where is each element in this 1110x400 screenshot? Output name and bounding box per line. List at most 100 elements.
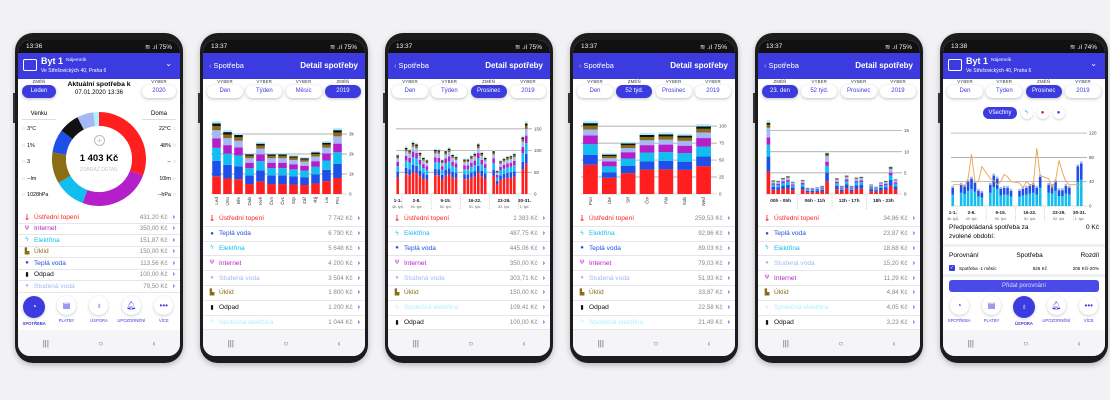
selector-button[interactable]: Den	[207, 85, 243, 98]
back-icon[interactable]: ‹	[152, 338, 156, 348]
tab-piggy-bank[interactable]: ♁ ÚSPORA	[1009, 296, 1039, 330]
recent-apps-icon[interactable]: |||	[227, 338, 234, 348]
home-icon[interactable]: ○	[838, 338, 844, 348]
list-item[interactable]: ▮ Odpad 1 200 Kč ›	[203, 301, 365, 316]
list-item[interactable]: ▮ Odpad 100,00 Kč ›	[388, 316, 550, 331]
home-icon[interactable]: ○	[1023, 338, 1029, 348]
chevron-down-icon[interactable]: ⌄	[1090, 59, 1097, 68]
list-item[interactable]: ϟ Elektřina 18,68 Kč ›	[758, 242, 920, 257]
recent-apps-icon[interactable]: |||	[42, 338, 49, 348]
selector-button[interactable]: Týden	[431, 85, 468, 98]
list-item[interactable]: ϟ Elektřina 487,75 Kč ›	[388, 227, 550, 242]
selector-button[interactable]: Prosinec	[470, 85, 507, 98]
home-icon[interactable]: ○	[468, 338, 474, 348]
list-item[interactable]: ▙ Úklid 4,84 Kč ›	[758, 286, 920, 301]
list-item[interactable]: Ψ Internet 79,03 Kč ›	[573, 256, 735, 272]
selector-button[interactable]: 2019	[509, 85, 546, 98]
list-item[interactable]: Ψ Internet 11,29 Kč ›	[758, 271, 920, 286]
list-item[interactable]: ϟ Společná elektřina 4,05 Kč ›	[758, 301, 920, 316]
home-icon[interactable]: ○	[653, 338, 659, 348]
recent-apps-icon[interactable]: |||	[782, 338, 789, 348]
list-item[interactable]: ● Teplá voda 445,06 Kč ›	[388, 242, 550, 257]
list-item[interactable]: 🌡︎ Ústřední topení 1 383 Kč ›	[388, 212, 550, 227]
selector-button[interactable]: 2019	[879, 85, 916, 98]
zoom-icon[interactable]: +	[94, 135, 105, 146]
home-icon[interactable]: ○	[283, 338, 289, 348]
list-item[interactable]: ● Studená voda 303,71 Kč ›	[388, 271, 550, 286]
list-item[interactable]: ϟ Společná elektřina 1 044 Kč ›	[203, 316, 365, 331]
bolt-icon[interactable]: ϟ	[1021, 107, 1033, 119]
tab-more-dots[interactable]: ••• VÍCE	[1074, 296, 1104, 330]
water-drops-icon[interactable]: ●	[1053, 107, 1065, 119]
home-icon[interactable]: ○	[98, 338, 104, 348]
recent-apps-icon[interactable]: |||	[967, 338, 974, 348]
year-button[interactable]: 2020	[141, 85, 176, 98]
filter-chip-all[interactable]: Všechny	[983, 107, 1017, 119]
back-icon[interactable]: ‹	[707, 338, 711, 348]
selector-button[interactable]: Prosinec	[840, 85, 877, 98]
comparison-checkbox[interactable]: ✓	[949, 265, 955, 271]
list-item[interactable]: ϟ Společná elektřina 109,41 Kč ›	[388, 301, 550, 316]
list-item[interactable]: ● Studená voda 3 504 Kč ›	[203, 271, 365, 286]
list-item[interactable]: ϟ Elektřina 5 648 Kč ›	[203, 242, 365, 257]
list-item[interactable]: Ψ Internet 4 200 Kč ›	[203, 256, 365, 272]
back-icon[interactable]: ‹	[892, 338, 896, 348]
list-item[interactable]: ϟ Elektřina 151,87 Kč ›	[18, 235, 180, 247]
list-item[interactable]: ▙ Úklid 150,00 Kč ›	[388, 286, 550, 301]
selector-button[interactable]: 52 týd.	[616, 85, 653, 98]
list-item[interactable]: ● Studená voda 51,93 Kč ›	[573, 271, 735, 286]
list-item[interactable]: Ψ Internet 350,00 Kč ›	[388, 256, 550, 272]
selector-button[interactable]: Prosinec	[655, 85, 692, 98]
selector-button[interactable]: Měsíc	[285, 85, 322, 98]
month-button[interactable]: Leden	[22, 85, 56, 98]
back-button[interactable]: ‹ Spotřeba	[764, 61, 799, 70]
back-button[interactable]: ‹ Spotřeba	[209, 61, 244, 70]
list-item[interactable]: ▮ Odpad 22,58 Kč ›	[573, 301, 735, 316]
back-icon[interactable]: ‹	[1077, 338, 1081, 348]
selector-button[interactable]: Prosinec	[1025, 85, 1062, 98]
list-item[interactable]: ▮ Odpad 100,00 Kč ›	[18, 270, 180, 281]
selector-button[interactable]: Den	[947, 85, 983, 98]
list-item[interactable]: Ψ Internet 350,00 Kč ›	[18, 224, 180, 235]
list-item[interactable]: ϟ Společná elektřina 21,49 Kč ›	[573, 316, 735, 331]
tab-bell[interactable]: 🔔︎ UPOZORNĚNÍ	[1041, 296, 1071, 330]
list-item[interactable]: ▙ Úklid 1 800 Kč ›	[203, 286, 365, 301]
back-button[interactable]: ‹ Spotřeba	[579, 61, 614, 70]
tab-gauge[interactable]: ◔ SPOTŘEBA	[19, 296, 49, 330]
list-item[interactable]: ▙ Úklid 150,00 Kč ›	[18, 247, 180, 258]
selector-button[interactable]: Den	[392, 85, 428, 98]
back-icon[interactable]: ‹	[522, 338, 526, 348]
apartment-name[interactable]: Byt 1	[41, 56, 64, 66]
list-item[interactable]: ● Teplá voda 89,03 Kč ›	[573, 242, 735, 257]
back-button[interactable]: ‹ Spotřeba	[394, 61, 429, 70]
list-item[interactable]: ϟ Elektřina 92,96 Kč ›	[573, 227, 735, 242]
list-item[interactable]: ● Studená voda 79,50 Kč ›	[18, 281, 180, 293]
list-item[interactable]: ● Teplá voda 113,56 Kč ›	[18, 258, 180, 270]
list-item[interactable]: ▮ Odpad 3,23 Kč ›	[758, 316, 920, 331]
list-item[interactable]: ▙ Úklid 33,87 Kč ›	[573, 286, 735, 301]
detail-link[interactable]: ZOBRAZ DETAIL	[79, 167, 119, 173]
selector-button[interactable]: 2019	[324, 85, 361, 98]
selector-button[interactable]: 2019	[1064, 85, 1101, 98]
add-comparison-button[interactable]: Přidat porovnání	[949, 280, 1099, 292]
tab-piggy-bank[interactable]: ♁ ÚSPORA	[84, 296, 114, 330]
selector-button[interactable]: 23. den	[762, 85, 798, 98]
list-item[interactable]: ● Teplá voda 6 790 Kč ›	[203, 227, 365, 242]
selector-button[interactable]: Týden	[986, 85, 1023, 98]
tab-more-dots[interactable]: ••• VÍCE	[149, 296, 179, 330]
list-item[interactable]: 🌡︎ Ústřední topení 431,20 Kč ›	[18, 212, 180, 224]
list-item[interactable]: 🌡︎ Ústřední topení 34,86 Kč ›	[758, 212, 920, 227]
list-item[interactable]: ● Studená voda 15,20 Kč ›	[758, 256, 920, 272]
selector-button[interactable]: 2019	[694, 85, 731, 98]
recent-apps-icon[interactable]: |||	[412, 338, 419, 348]
list-item[interactable]: 🌡︎ Ústřední topení 259,53 Kč ›	[573, 212, 735, 227]
selector-button[interactable]: 52 týd.	[801, 85, 838, 98]
tab-receipt[interactable]: ▤ PLATBY	[977, 296, 1007, 330]
list-item[interactable]: ● Teplá voda 23,87 Kč ›	[758, 227, 920, 242]
chevron-down-icon[interactable]: ⌄	[165, 59, 172, 68]
tab-bell[interactable]: 🔔︎ UPOZORNĚNÍ	[116, 296, 146, 330]
recent-apps-icon[interactable]: |||	[597, 338, 604, 348]
selector-button[interactable]: Den	[577, 85, 613, 98]
back-icon[interactable]: ‹	[337, 338, 341, 348]
selector-button[interactable]: Týden	[246, 85, 283, 98]
